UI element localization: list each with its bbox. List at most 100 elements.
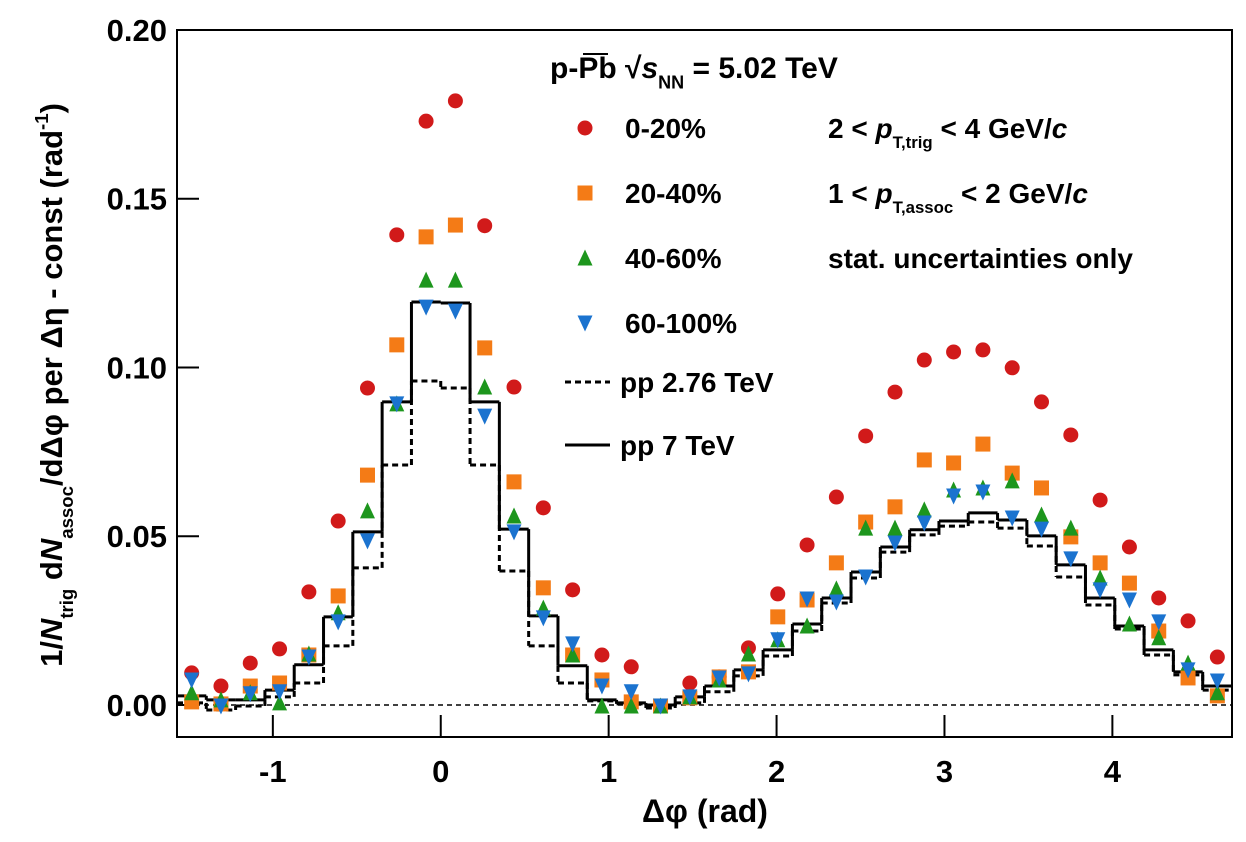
marker (828, 594, 844, 611)
marker (242, 686, 258, 703)
marker (301, 649, 317, 666)
marker (1092, 569, 1108, 586)
marker (418, 299, 434, 316)
marker (799, 537, 815, 553)
marker (330, 513, 346, 529)
marker (594, 678, 610, 695)
marker (828, 555, 844, 571)
marker (594, 697, 610, 714)
marker (272, 641, 288, 657)
marker (506, 524, 522, 541)
marker (1121, 615, 1137, 632)
y-tick-label: 0.10 (107, 350, 167, 385)
marker (447, 271, 463, 288)
marker (946, 455, 962, 471)
legend-label: pp 7 TeV (620, 430, 735, 461)
marker (1151, 629, 1167, 646)
marker (577, 315, 593, 332)
marker (447, 93, 463, 109)
marker (1092, 555, 1108, 571)
marker (887, 499, 903, 515)
marker (1063, 427, 1079, 443)
marker (447, 303, 463, 320)
text-part: < 4 GeV/ (933, 113, 1052, 144)
marker (535, 500, 551, 516)
text-part: c (1072, 178, 1088, 209)
marker (682, 675, 698, 691)
text-part: d (34, 561, 69, 589)
marker (799, 591, 815, 608)
marker (330, 588, 346, 604)
marker (1151, 614, 1167, 631)
marker (359, 502, 375, 519)
marker (1092, 492, 1108, 508)
marker (477, 378, 493, 395)
marker (418, 271, 434, 288)
marker (916, 501, 932, 518)
marker (975, 342, 991, 358)
text-part: -1 (31, 113, 52, 130)
x-tick-label: 1 (600, 754, 617, 789)
legend-label: 20-40% (625, 178, 722, 209)
marker (506, 474, 522, 490)
marker (418, 113, 434, 129)
legend-label: 60-100% (625, 308, 737, 339)
marker (799, 617, 815, 634)
text-part: 1 < (828, 178, 875, 209)
marker (1209, 684, 1225, 701)
legend-label: 40-60% (625, 243, 722, 274)
chart-title: p-Pb √sNN = 5.02 TeV (550, 52, 838, 93)
text-part: < 2 GeV/ (953, 178, 1072, 209)
marker (418, 229, 434, 245)
marker (389, 396, 405, 413)
marker (770, 632, 786, 649)
marker (1121, 539, 1137, 555)
marker (184, 672, 200, 689)
marker (1004, 360, 1020, 376)
marker (858, 428, 874, 444)
text-part: p (874, 178, 892, 209)
marker (1209, 649, 1225, 665)
marker (770, 586, 786, 602)
marker (623, 697, 639, 714)
text-part: s (641, 52, 658, 85)
marker (946, 488, 962, 505)
marker (711, 670, 727, 687)
text-part: trig (56, 589, 77, 619)
marker (272, 684, 288, 701)
x-tick-label: 0 (432, 754, 449, 789)
marker (1121, 592, 1137, 609)
marker (975, 436, 991, 452)
marker (213, 678, 229, 694)
x-tick-label: 2 (768, 754, 785, 789)
marker (447, 217, 463, 233)
text-part: stat. uncertainties only (828, 243, 1133, 274)
annotation: stat. uncertainties only (828, 243, 1133, 274)
marker (858, 519, 874, 536)
marker (916, 515, 932, 532)
marker (565, 636, 581, 653)
plot-frame (176, 29, 1233, 738)
marker (887, 535, 903, 552)
marker (887, 519, 903, 536)
y-axis-label: 1/Ntrig dNassoc/dΔφ per Δη - const (rad-… (31, 103, 77, 667)
x-tick-label: 4 (1104, 754, 1122, 789)
text-part: p-Pb (550, 52, 625, 85)
marker (330, 614, 346, 631)
marker (770, 609, 786, 625)
marker (577, 249, 593, 266)
text-part: = 5.02 TeV (684, 52, 838, 85)
marker (594, 647, 610, 663)
marker (1034, 480, 1050, 496)
marker (740, 645, 756, 662)
text-part: NN (658, 73, 684, 93)
text-part: assoc (56, 486, 77, 539)
marker (623, 659, 639, 675)
marker (359, 467, 375, 483)
y-tick-label: 0.15 (107, 182, 167, 217)
marker (1063, 551, 1079, 568)
marker (946, 344, 962, 360)
marker (213, 698, 229, 715)
marker (828, 489, 844, 505)
